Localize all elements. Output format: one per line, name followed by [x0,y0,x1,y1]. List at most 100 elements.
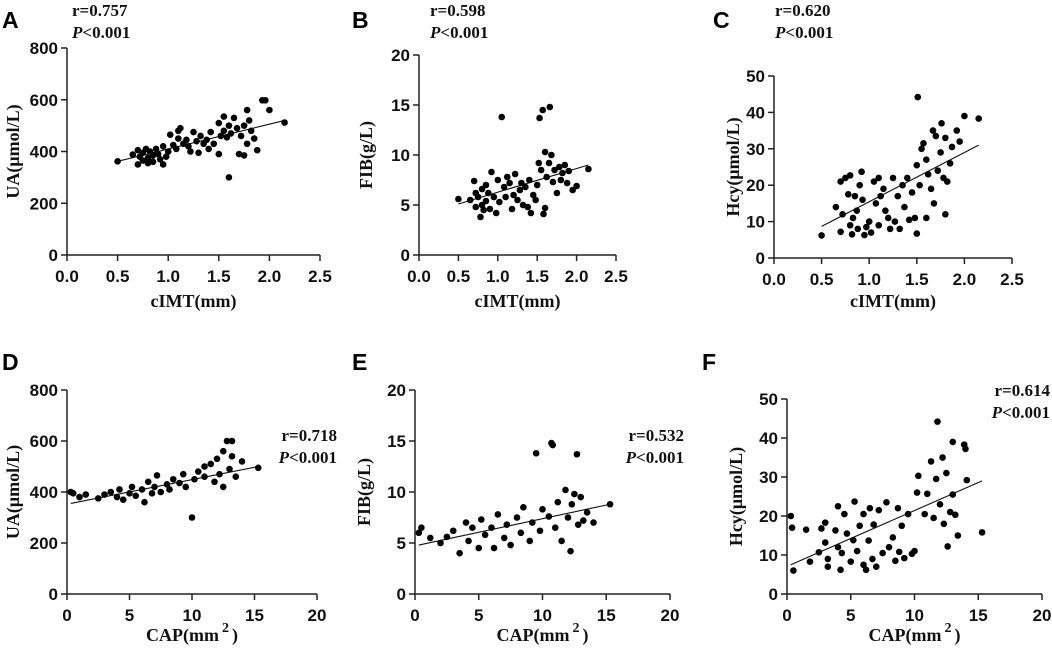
data-point [585,165,592,173]
data-point [832,527,839,534]
data-point [952,511,959,519]
data-point [929,127,937,134]
data-point [577,493,585,501]
data-point [129,151,137,158]
data-point [545,513,553,520]
data-point [213,455,221,463]
data-point [207,128,215,136]
panel-b: B 0.0 0.5 1.0 1.5 2.0 2.5 0 5 10 15 20 cIMT(mm) FIB(g… [352,1,628,312]
x-tick-label: 15 [969,606,988,625]
data-point [496,198,503,206]
data-point [76,493,83,501]
data-point [188,514,196,521]
panel-label: F [702,349,716,375]
data-point [225,122,233,129]
data-point [486,205,494,213]
data-point [869,555,876,563]
data-point [508,205,516,213]
data-point [250,135,258,142]
data-point [892,557,899,565]
data-point [821,539,829,546]
data-point [176,479,183,487]
data-point [948,143,956,151]
data-point [449,527,457,535]
data-point [787,512,795,520]
y-axis-label: FIB(g/L) [356,121,377,189]
x-axis-label: CAP(mm [497,625,570,646]
data-point [466,196,474,204]
data-point [886,225,894,233]
y-tick-label: 15 [387,432,406,451]
data-point [821,519,829,526]
x-tick-label: 1.0 [857,270,881,289]
x-axis-label: CAP(mm [146,625,219,646]
data-point [590,519,597,526]
data-point [806,558,814,565]
x-tick-label: 2.0 [258,267,282,286]
data-point [927,185,935,193]
data-point [526,537,534,545]
data-point [243,106,251,114]
data-point [905,216,913,224]
y-tick-label: 800 [30,381,58,400]
x-tick-label: 10 [905,606,924,625]
panel-e: E 0 5 10 15 20 0 5 10 15 20 CAP(mm 2) FIB(g/L) r=0.532… [352,349,684,646]
data-point [930,514,937,522]
data-point [573,182,580,190]
data-point [215,150,223,158]
data-point [502,193,509,201]
x-tick-label: 0.0 [407,267,431,286]
data-point [228,453,236,460]
data-point [503,521,511,528]
data-point [875,221,883,229]
data-point [867,229,875,236]
data-point [818,232,825,239]
data-point [894,192,902,200]
x-tick-label: 0.5 [810,270,834,289]
data-point [500,534,508,542]
data-point [520,504,527,511]
data-point [915,472,922,480]
data-point [162,153,170,160]
data-point [866,504,874,512]
data-point [114,158,121,165]
data-point [824,563,832,570]
data-point [815,548,823,556]
data-point [540,210,547,218]
data-point [943,178,951,185]
data-point [490,193,498,201]
y-tick-label: 50 [759,390,778,409]
data-point [144,159,152,167]
data-point [884,214,892,222]
data-point [507,541,514,549]
data-point [944,543,951,550]
data-point [185,143,192,150]
p-value: P<0.001 [429,23,488,42]
data-point [533,181,541,189]
data-point [205,145,212,153]
data-point [197,132,204,140]
data-point [485,189,492,197]
data-point [281,119,288,126]
data-point [107,488,115,496]
data-point [939,454,946,461]
data-point [522,183,529,191]
data-point [478,516,485,523]
data-point [883,499,890,506]
data-point [849,214,857,222]
data-point [846,172,854,179]
data-point [455,195,462,203]
y-axis-label: Hcy(μmol/L) [726,447,747,546]
data-point [923,156,930,164]
data-point [223,437,231,445]
data-point [802,526,810,533]
y-tick-label: 200 [30,194,58,213]
data-point [963,476,971,484]
x-tick-label: 1.0 [486,267,510,286]
x-axis-label-end: ) [954,625,960,646]
data-point [415,529,423,537]
data-point [908,189,916,196]
data-point [132,492,140,500]
data-point [511,170,519,178]
y-tick-label: 20 [387,381,406,400]
